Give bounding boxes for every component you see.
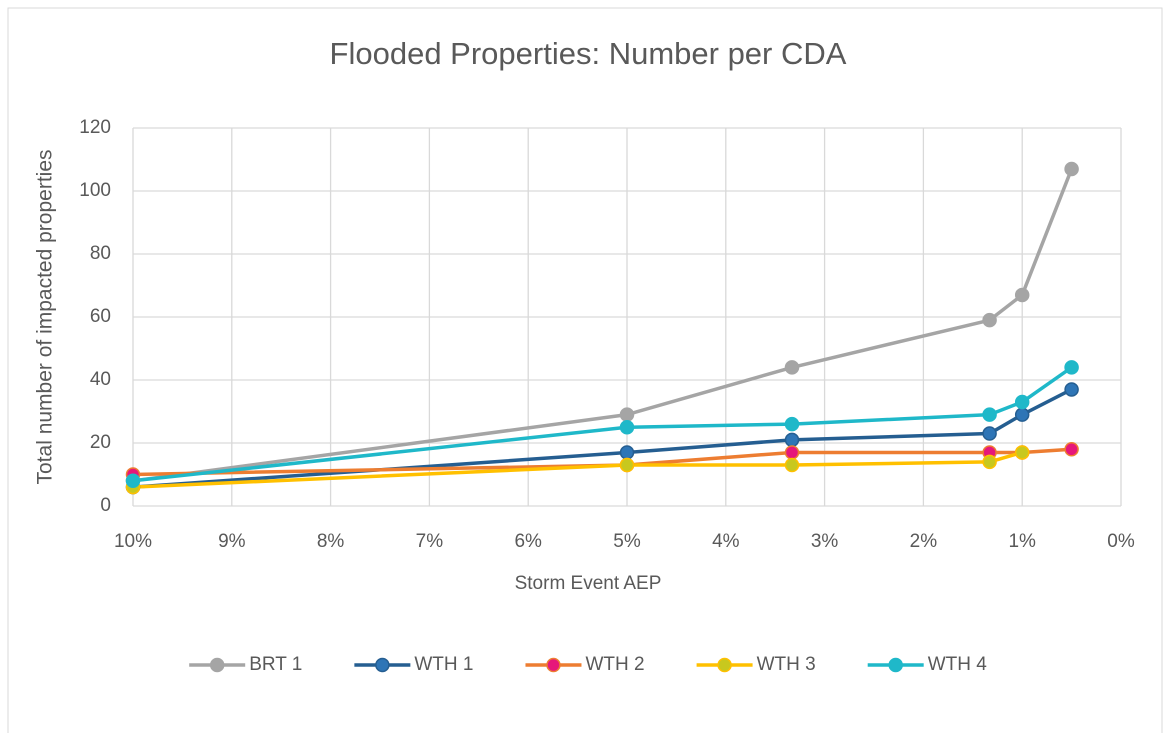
chart-frame: [7, 7, 1163, 733]
data-point: [784, 457, 800, 473]
legend-marker: [888, 657, 903, 673]
x-axis-label: Storm Event AEP: [515, 573, 662, 594]
data-point: [1064, 161, 1079, 177]
data-point: [125, 473, 141, 489]
x-tick-label: 10%: [114, 531, 152, 552]
legend-label: WTH 2: [585, 654, 644, 675]
legend-label: WTH 3: [757, 654, 816, 675]
legend-marker: [717, 657, 732, 673]
legend-label: BRT 1: [249, 654, 302, 675]
data-point: [784, 416, 800, 432]
data-point: [784, 445, 800, 460]
chart-title: Flooded Properties: Number per CDA: [330, 36, 847, 71]
data-point: [1064, 382, 1079, 397]
data-point: [982, 454, 997, 470]
data-point: [982, 407, 997, 422]
series-line: [132, 387, 1073, 489]
x-tick-label: 0%: [1107, 531, 1135, 552]
y-tick-label: 60: [90, 306, 111, 327]
data-point: [1064, 360, 1079, 375]
x-tick-label: 9%: [218, 531, 246, 552]
x-tick-label: 6%: [514, 531, 542, 552]
data-point: [619, 445, 635, 460]
legend-marker: [546, 657, 561, 673]
y-tick-label: 120: [79, 117, 111, 138]
legend-marker: [209, 657, 225, 673]
x-tick-label: 2%: [910, 531, 938, 552]
data-point: [1014, 407, 1030, 422]
series-line: [132, 168, 1074, 483]
data-point: [619, 457, 635, 473]
y-tick-label: 40: [90, 369, 111, 390]
x-tick-label: 5%: [613, 531, 641, 552]
series-line: [132, 447, 1072, 477]
data-point: [784, 360, 800, 375]
y-tick-label: 80: [90, 243, 111, 264]
data-point: [1014, 445, 1030, 460]
data-point: [982, 312, 997, 328]
y-axis-label: Total number of impacted properties: [34, 149, 57, 484]
legend-label: WTH 1: [414, 654, 473, 675]
data-point: [982, 426, 997, 441]
x-tick-label: 7%: [416, 531, 444, 552]
legend-label: WTH 4: [928, 654, 988, 675]
data-point: [619, 407, 635, 422]
y-tick-label: 20: [90, 432, 111, 453]
x-tick-label: 4%: [712, 531, 740, 552]
x-tick-label: 3%: [811, 531, 839, 552]
data-point: [619, 420, 635, 435]
y-tick-label: 0: [100, 495, 111, 516]
data-point: [1014, 394, 1030, 410]
series-line: [132, 365, 1073, 483]
data-point: [784, 432, 800, 448]
y-tick-label: 100: [79, 180, 111, 201]
data-point: [1014, 287, 1030, 303]
legend: BRT 1 WTH 1 WTH 2 WTH 3 WTH 4: [189, 654, 987, 675]
x-tick-label: 8%: [317, 531, 345, 552]
data-point: [1064, 442, 1079, 457]
x-tick-label: 1%: [1008, 531, 1036, 552]
legend-marker: [375, 657, 390, 673]
